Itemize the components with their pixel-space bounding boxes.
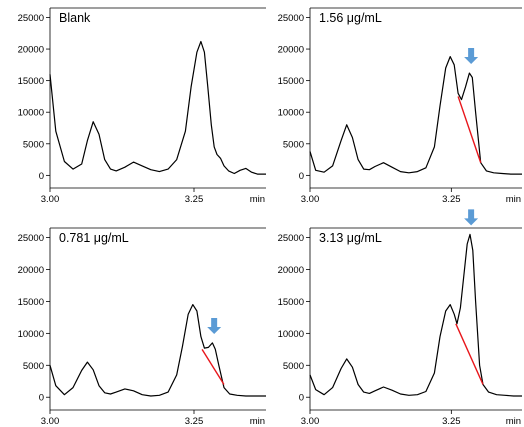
panel-3-integration-baseline [201,348,225,385]
panel-3-ytick-20000: 20000 [18,265,44,276]
panel-2-ytick-15000: 15000 [278,76,304,87]
panel-1-ytick-20000: 20000 [18,45,44,56]
panel-2-integration-baseline [457,96,482,163]
panel-4-xtick-3.00: 3.00 [301,416,320,427]
panel-2-ytick-0: 0 [299,171,304,182]
panel-1-ytick-0: 0 [39,171,44,182]
panel-1-ytick-5000: 5000 [23,139,44,150]
panel-3-xlabel: min [250,416,265,427]
panel-3-ytick-5000: 5000 [23,361,44,372]
panel-2-title: 1.56 μg/mL [319,11,382,25]
panel-3-title: 0.781 μg/mL [59,231,129,245]
panel-1-xtick-3.25: 3.25 [185,194,204,205]
panel-4-integration-baseline [455,323,484,385]
panel-4-ytick-5000: 5000 [283,361,304,372]
panel-4-ytick-25000: 25000 [278,233,304,244]
panel-2-ytick-20000: 20000 [278,45,304,56]
panel-1-xlabel: min [250,194,265,205]
panel-1-ytick-10000: 10000 [18,108,44,119]
panel-3-xtick-3.00: 3.00 [41,416,60,427]
panel-3-ytick-10000: 10000 [18,329,44,340]
panel-4-xlabel: min [506,416,521,427]
panel-1-ytick-15000: 15000 [18,76,44,87]
panel-4-trace [309,233,522,397]
panel-3-trace [49,304,266,397]
panel-2-ytick-25000: 25000 [278,13,304,24]
panel-3-frame [49,227,266,411]
panel-3-xtick-3.25: 3.25 [185,416,204,427]
panel-2-arrow-icon [464,48,479,65]
panel-3-ytick-15000: 15000 [18,297,44,308]
panel-4-ytick-15000: 15000 [278,297,304,308]
panel-4-ytick-10000: 10000 [278,329,304,340]
panel-2-ytick-5000: 5000 [283,139,304,150]
panel-4-title: 3.13 μg/mL [319,231,382,245]
panel-2-xtick-3.00: 3.00 [301,194,320,205]
panel-4-arrow-icon [464,209,479,226]
panel-4-ytick-0: 0 [299,393,304,404]
panel-2-trace [309,56,522,175]
panel-3-ytick-0: 0 [39,393,44,404]
panel-2-xtick-3.25: 3.25 [442,194,461,205]
panel-3-arrow-icon [207,317,222,334]
panel-3-ytick-25000: 25000 [18,233,44,244]
panel-2-xlabel: min [506,194,521,205]
panel-4-ytick-20000: 20000 [278,265,304,276]
panel-4-frame [309,227,522,411]
panel-2-frame [309,7,522,189]
panel-1-title: Blank [59,11,91,25]
panel-1-xtick-3.00: 3.00 [41,194,60,205]
panel-2-ytick-10000: 10000 [278,108,304,119]
panel-1-ytick-25000: 25000 [18,13,44,24]
panel-4-xtick-3.25: 3.25 [442,416,461,427]
panel-1-trace [49,40,266,175]
